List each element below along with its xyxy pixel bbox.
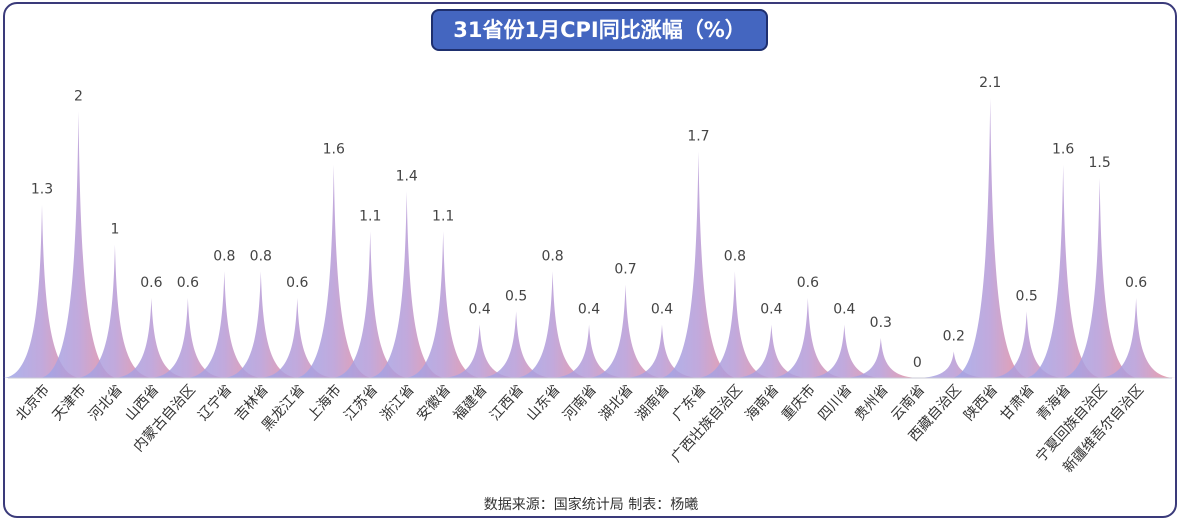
category-label-18: 湖南省 xyxy=(633,382,673,424)
value-label-23: 0.4 xyxy=(833,302,855,318)
category-label-17: 湖北省 xyxy=(596,382,636,424)
value-label-30: 1.5 xyxy=(1088,155,1110,171)
spike-27 xyxy=(950,98,1031,378)
value-labels: 1.3 2 1 0.6 0.6 0.8 0.8 0.6 1.6 1.1 1.4 1.1 0.4 0.5 0.… xyxy=(31,75,1147,371)
category-label-3: 河北省 xyxy=(86,382,126,424)
value-label-25: 0 xyxy=(913,355,922,371)
value-label-18: 0.4 xyxy=(651,302,673,318)
category-label-13: 福建省 xyxy=(451,382,491,424)
value-label-27: 2.1 xyxy=(979,75,1001,91)
value-label-1: 1.3 xyxy=(31,182,53,198)
spike-8 xyxy=(257,298,338,378)
category-label-21: 海南省 xyxy=(742,382,782,424)
spike-6 xyxy=(184,271,265,378)
value-label-11: 1.4 xyxy=(396,168,418,184)
category-label-27: 陕西省 xyxy=(961,382,1001,424)
spike-12 xyxy=(403,231,484,378)
spike-18 xyxy=(621,324,702,378)
value-label-26: 0.2 xyxy=(943,328,965,344)
value-label-16: 0.4 xyxy=(578,302,600,318)
spike-26 xyxy=(913,351,994,378)
value-label-17: 0.7 xyxy=(614,262,636,278)
value-label-29: 1.6 xyxy=(1052,142,1074,158)
category-label-10: 江苏省 xyxy=(341,382,381,424)
spike-9 xyxy=(293,164,374,378)
category-label-22: 重庆市 xyxy=(778,381,819,424)
spike-3 xyxy=(74,244,155,378)
spike-14 xyxy=(476,311,557,378)
spike-21 xyxy=(731,324,812,378)
spike-1 xyxy=(2,204,82,378)
value-label-21: 0.4 xyxy=(760,302,782,318)
spike-15 xyxy=(512,271,593,378)
spike-23 xyxy=(804,324,885,378)
chart-title: 31省份1月CPI同比涨幅（%） xyxy=(431,9,768,51)
spike-24 xyxy=(840,338,921,378)
spike-13 xyxy=(439,324,520,378)
category-label-6: 辽宁省 xyxy=(195,381,236,424)
value-label-19: 1.7 xyxy=(687,128,709,144)
spike-29 xyxy=(1023,164,1104,378)
value-label-8: 0.6 xyxy=(286,275,308,291)
value-label-5: 0.6 xyxy=(177,275,199,291)
value-label-14: 0.5 xyxy=(505,288,527,304)
spike-30 xyxy=(1059,178,1140,378)
spike-19 xyxy=(658,151,739,378)
spike-22 xyxy=(767,298,848,378)
category-label-23: 四川省 xyxy=(815,382,855,424)
spike-20 xyxy=(694,271,775,378)
spike-10 xyxy=(330,231,411,378)
category-label-12: 安徽省 xyxy=(414,382,454,424)
category-labels: 北京市天津市河北省山西省内蒙古自治区辽宁省吉林省黑龙江省上海市江苏省浙江省安徽省… xyxy=(12,381,1147,476)
value-label-20: 0.8 xyxy=(724,248,746,264)
spike-2 xyxy=(38,111,119,378)
data-source-note: 数据来源：国家统计局 制表：杨曦 xyxy=(483,497,699,513)
value-label-31: 0.6 xyxy=(1125,275,1147,291)
category-label-11: 浙江省 xyxy=(378,382,418,424)
spike-4 xyxy=(111,298,192,378)
category-label-16: 河南省 xyxy=(560,382,600,424)
category-label-9: 上海市 xyxy=(304,381,345,424)
value-label-15: 0.8 xyxy=(541,248,563,264)
value-label-2: 2 xyxy=(74,88,83,104)
category-label-2: 天津市 xyxy=(49,381,90,424)
value-label-7: 0.8 xyxy=(250,248,272,264)
spike-series xyxy=(2,98,1177,378)
chart-frame xyxy=(3,2,1177,518)
value-label-6: 0.8 xyxy=(213,248,235,264)
value-label-28: 0.5 xyxy=(1016,288,1038,304)
spike-5 xyxy=(147,298,228,378)
value-label-10: 1.1 xyxy=(359,208,381,224)
value-label-9: 1.6 xyxy=(323,142,345,158)
category-label-14: 江西省 xyxy=(487,382,527,424)
value-label-12: 1.1 xyxy=(432,208,454,224)
value-label-4: 0.6 xyxy=(140,275,162,291)
value-label-24: 0.3 xyxy=(870,315,892,331)
spike-11 xyxy=(366,191,447,378)
value-label-22: 0.6 xyxy=(797,275,819,291)
spike-7 xyxy=(220,271,301,378)
category-label-28: 甘肃省 xyxy=(998,382,1038,424)
spike-16 xyxy=(549,324,630,378)
category-label-15: 山东省 xyxy=(524,382,564,424)
value-label-3: 1 xyxy=(110,222,119,238)
category-label-24: 贵州省 xyxy=(852,382,892,424)
spike-31 xyxy=(1096,298,1177,378)
spike-28 xyxy=(986,311,1067,378)
category-label-1: 北京市 xyxy=(12,381,53,424)
value-label-13: 0.4 xyxy=(469,302,491,318)
spike-17 xyxy=(585,284,666,378)
